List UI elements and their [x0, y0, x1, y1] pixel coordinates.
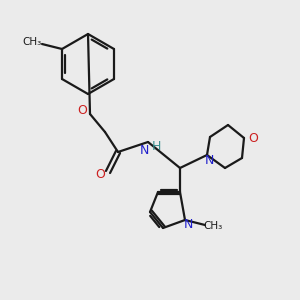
Text: H: H: [151, 140, 161, 154]
Text: O: O: [95, 167, 105, 181]
Text: O: O: [77, 104, 87, 118]
Text: CH₃: CH₃: [22, 37, 42, 47]
Text: O: O: [248, 131, 258, 145]
Text: N: N: [204, 154, 214, 167]
Text: CH₃: CH₃: [203, 221, 223, 231]
Text: N: N: [139, 143, 149, 157]
Text: N: N: [183, 218, 193, 232]
